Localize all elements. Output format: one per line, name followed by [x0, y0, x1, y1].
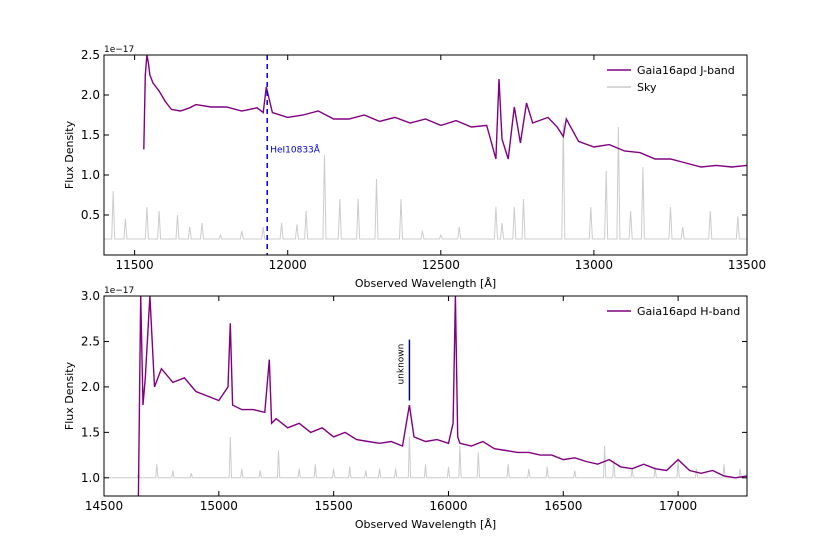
y-axis-label: Flux Density: [63, 120, 76, 189]
y-tick-label: 1.0: [81, 471, 100, 485]
y-tick-label: 2.0: [81, 380, 100, 394]
plot-area: [104, 296, 747, 496]
y-tick-label: 2.5: [81, 48, 100, 62]
h-band-panel: unknown 14500 15000 15500 16000 16500 17000 1.0…: [63, 286, 748, 531]
y-tick-label: 3.0: [81, 289, 100, 303]
x-axis-label: Observed Wavelength [Å]: [355, 518, 496, 531]
x-axis-label: Observed Wavelength [Å]: [355, 277, 496, 290]
y-tick-label: 1.5: [81, 128, 100, 142]
x-tick-label: 16000: [429, 499, 467, 513]
x-tick-label: 13000: [575, 258, 613, 272]
x-tick-label: 12500: [422, 258, 460, 272]
legend-label: Sky: [637, 81, 657, 94]
x-tick-label: 15000: [200, 499, 238, 513]
x-tick-label: 15500: [315, 499, 353, 513]
y-tick-label: 0.5: [81, 208, 100, 222]
x-tick-label: 13500: [728, 258, 766, 272]
axes-frame: [103, 295, 748, 497]
legend-label: Gaia16apd J-band: [637, 64, 735, 77]
y-axis-label: Flux Density: [63, 361, 76, 430]
x-tick-label: 14500: [85, 499, 123, 513]
y-tick-label: 2.5: [81, 334, 100, 348]
axes-frame: [103, 54, 748, 256]
y-tick-label: 1.5: [81, 425, 100, 439]
sky-series-line: [104, 122, 747, 240]
unknown-line-label: unknown: [396, 344, 406, 385]
x-tick-label: 12000: [269, 258, 307, 272]
y-offset-label: 1e−17: [104, 286, 134, 296]
legend-label: Gaia16apd H-band: [637, 305, 740, 318]
plot-area: [104, 55, 747, 240]
x-tick-label: 11500: [116, 258, 154, 272]
object-series-line: [137, 296, 747, 496]
object-series-line: [143, 55, 747, 168]
helium-line-label: HeI10833Å: [270, 144, 321, 156]
x-tick-label: 17000: [659, 499, 697, 513]
sky-series-line: [104, 436, 747, 479]
x-tick-label: 16500: [544, 499, 582, 513]
y-offset-label: 1e−17: [104, 45, 134, 55]
y-tick-label: 2.0: [81, 88, 100, 102]
j-band-panel: HeI10833Å 11500 12000 12500 13000 13500 0.5 1.0…: [63, 45, 766, 290]
y-tick-label: 1.0: [81, 168, 100, 182]
